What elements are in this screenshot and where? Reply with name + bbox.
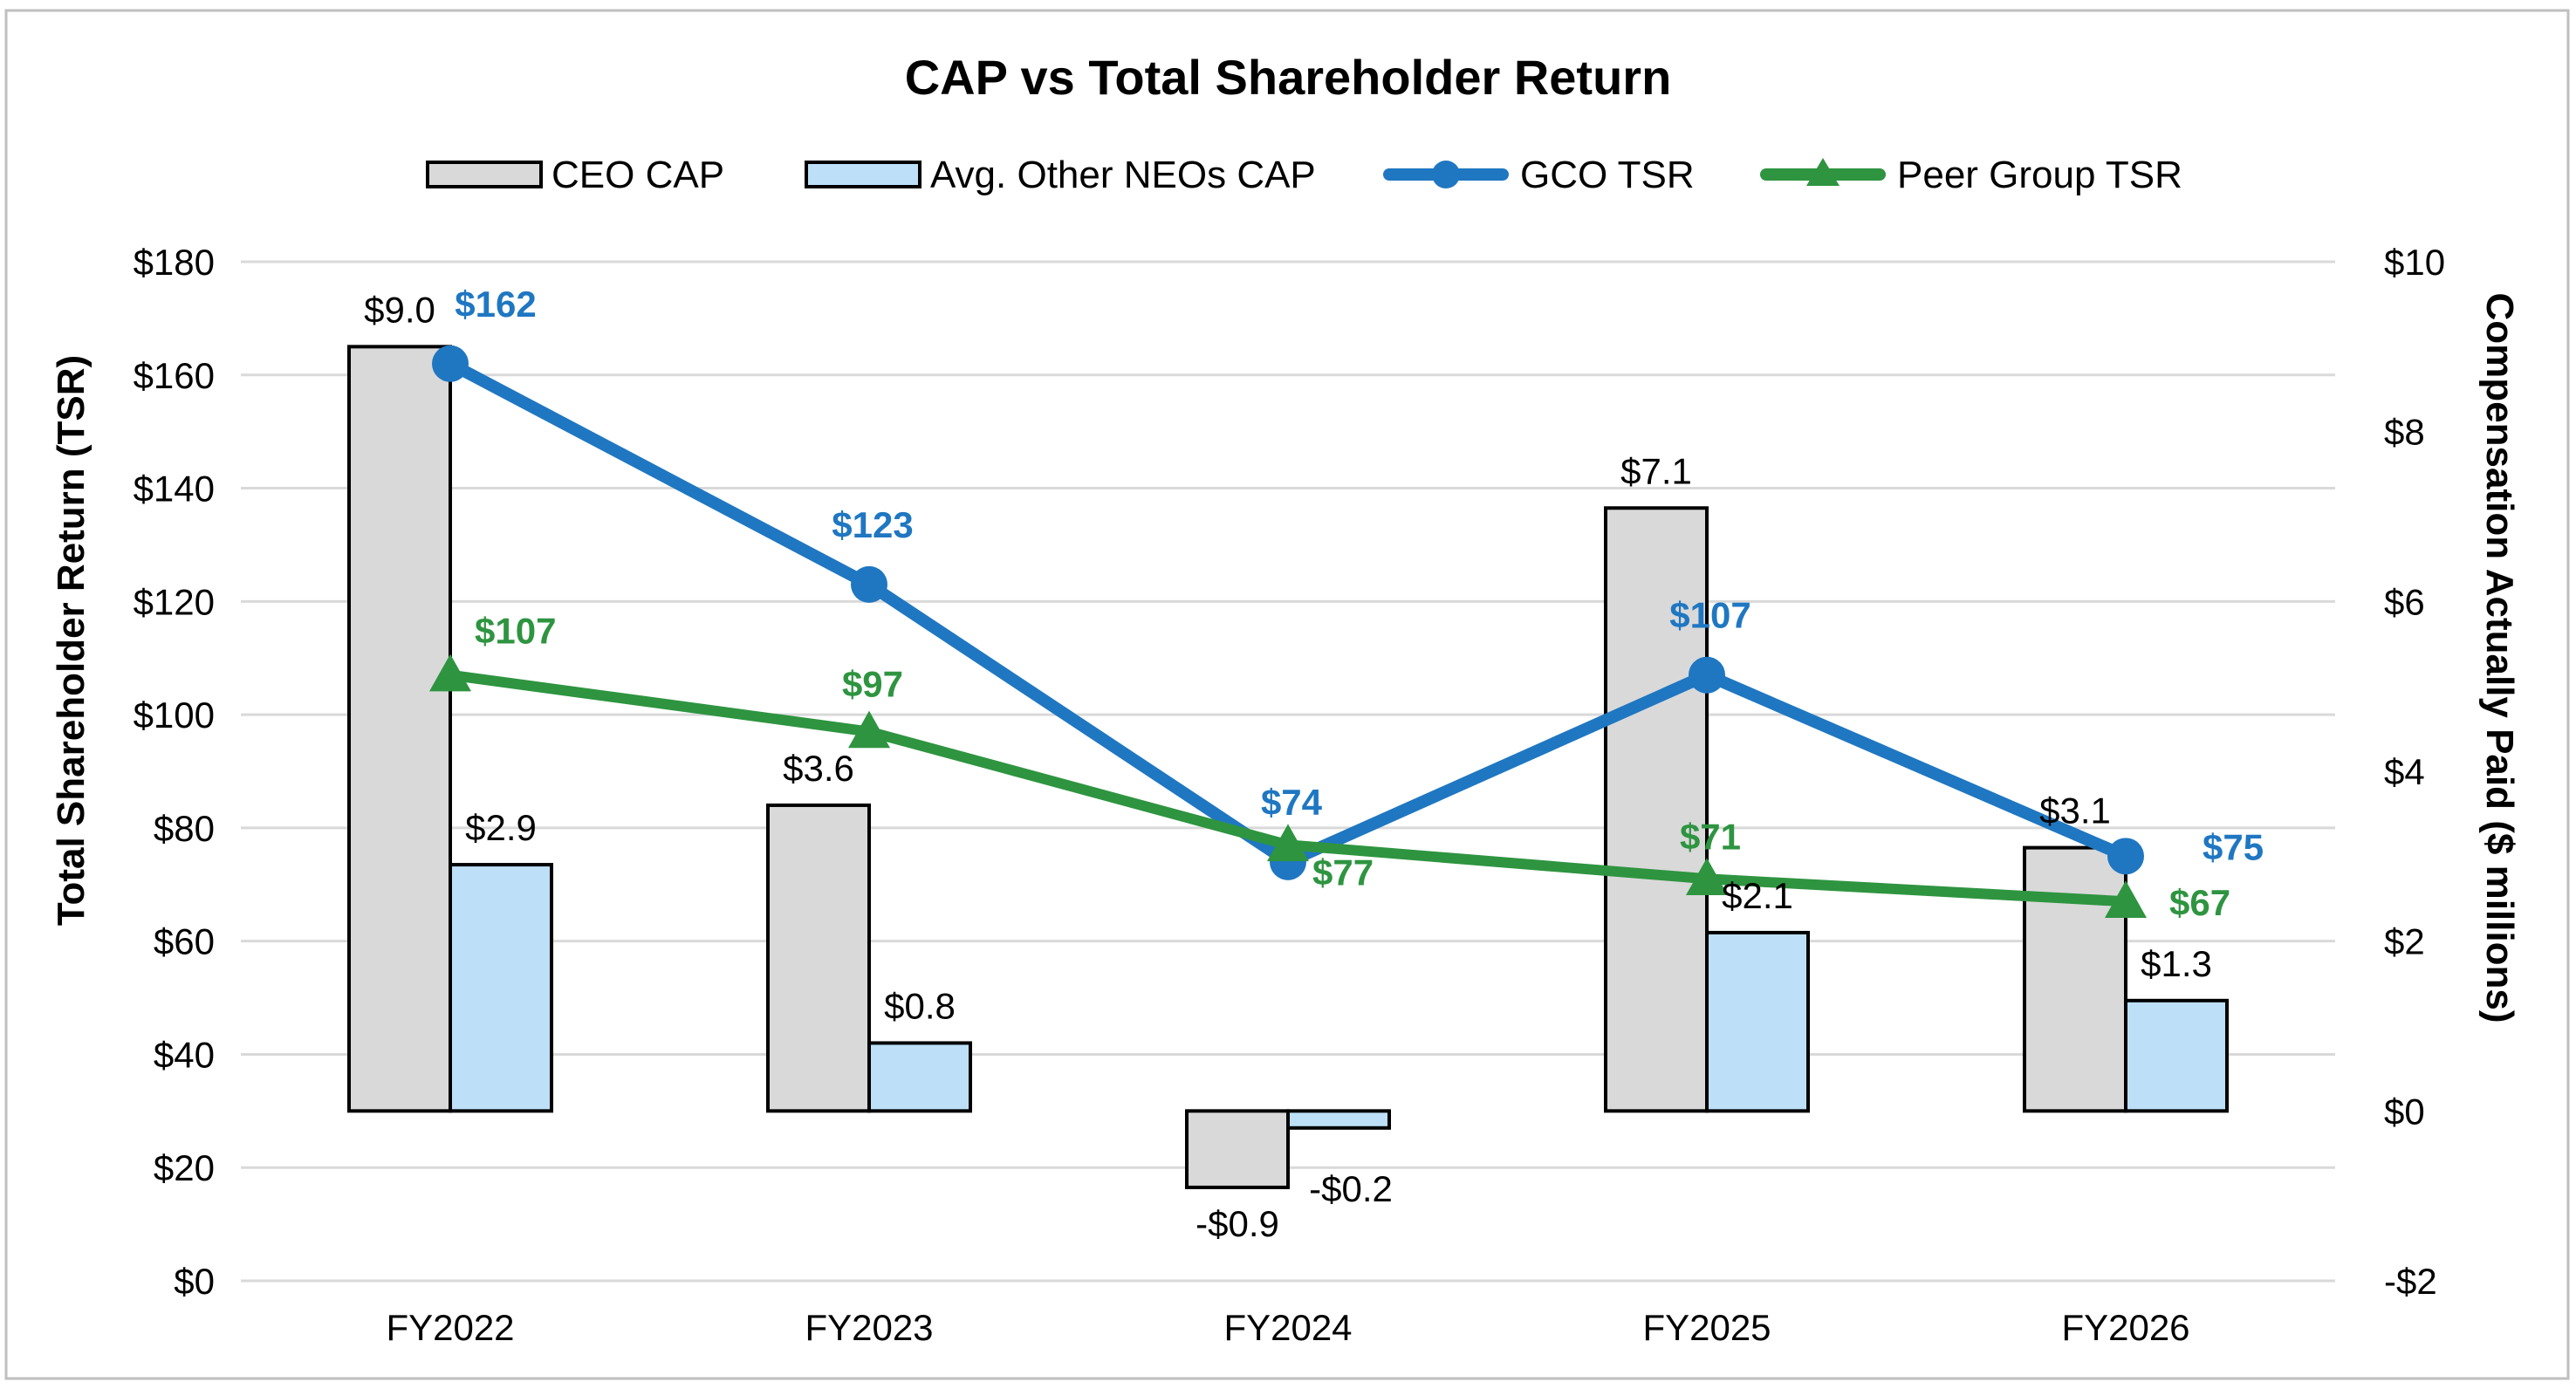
data-label-ceo-cap-fy2025: $7.1	[1620, 450, 1692, 491]
x-tick-label-fy2022: FY2022	[386, 1307, 514, 1348]
legend-peer-group-tsr: Peer Group TSR	[1760, 154, 2182, 196]
bar-avg-other-neos-cap-fy2022	[449, 863, 553, 1113]
legend-ceo-cap-swatch	[426, 161, 543, 188]
data-label-ceo-cap-fy2023: $3.6	[783, 748, 854, 789]
peer-group-tsr-label-fy2025: $71	[1680, 816, 1741, 857]
data-label-avg-other-neos-cap-fy2023: $0.8	[884, 985, 956, 1026]
gco-tsr-point-fy2025	[1689, 656, 1725, 694]
right-tick-label-2: $2	[2384, 921, 2425, 962]
right-tick-label-5: $8	[2384, 412, 2425, 453]
data-label-avg-other-neos-cap-fy2022: $2.9	[465, 807, 537, 848]
left-tick-label-5: $100	[134, 694, 215, 736]
left-tick-label-7: $140	[134, 469, 215, 510]
data-label-avg-other-neos-cap-fy2026: $1.3	[2141, 943, 2212, 984]
gco-tsr-label-fy2024: $74	[1261, 782, 1323, 823]
peer-group-tsr-label-fy2023: $97	[842, 664, 903, 705]
left-axis-title: Total Shareholder Return (TSR)	[50, 355, 92, 926]
bar-avg-other-neos-cap-fy2026	[2124, 998, 2229, 1113]
legend-ceo-cap: CEO CAP	[426, 154, 724, 196]
legend-peer-group-tsr-marker	[1806, 158, 1840, 186]
legend-ceo-cap-label: CEO CAP	[552, 154, 724, 196]
x-axis: FY2022 FY2023 FY2024 FY2025 FY2026	[386, 1307, 2189, 1348]
legend: CEO CAP Avg. Other NEOs CAP GCO TSR Peer Gr…	[426, 154, 2182, 196]
left-tick-label-8: $160	[134, 355, 215, 396]
x-tick-label-fy2023: FY2023	[805, 1307, 933, 1348]
left-tick-label-4: $80	[154, 808, 215, 849]
data-label-avg-other-neos-cap-fy2024: -$0.2	[1309, 1168, 1393, 1209]
gco-tsr-label-fy2026: $75	[2203, 826, 2264, 867]
data-label-ceo-cap-fy2022: $9.0	[364, 289, 435, 330]
right-tick-label-0: -$2	[2384, 1261, 2437, 1302]
peer-group-tsr-point-fy2026	[2105, 880, 2147, 918]
bar-ceo-cap-fy2025	[1604, 506, 1709, 1113]
bar-ceo-cap-fy2026	[2023, 845, 2127, 1113]
left-tick-label-9: $180	[134, 242, 215, 283]
right-axis-title: Compensation Actually Paid ($ millions)	[2478, 293, 2521, 1023]
peer-group-tsr-point-fy2024	[1267, 824, 1309, 862]
data-label-avg-other-neos-cap-fy2025: $2.1	[1722, 875, 1793, 916]
legend-avg-other-neos-cap-label: Avg. Other NEOs CAP	[930, 154, 1316, 196]
right-tick-label-3: $4	[2384, 751, 2425, 792]
left-tick-label-1: $20	[154, 1147, 215, 1188]
left-tick-label-0: $0	[174, 1261, 215, 1302]
bar-ceo-cap-fy2022	[347, 345, 452, 1113]
right-tick-label-1: $0	[2384, 1091, 2425, 1132]
peer-group-tsr-label-fy2026: $67	[2169, 882, 2230, 923]
chart-title: CAP vs Total Shareholder Return	[905, 50, 1672, 105]
legend-avg-other-neos-cap-swatch	[805, 161, 921, 188]
legend-gco-tsr-label: GCO TSR	[1520, 154, 1695, 196]
bar-ceo-cap-fy2024	[1185, 1109, 1290, 1189]
x-tick-label-fy2024: FY2024	[1223, 1307, 1352, 1348]
data-label-ceo-cap-fy2024: -$0.9	[1196, 1203, 1279, 1244]
peer-group-tsr-point-fy2023	[848, 710, 890, 749]
right-tick-label-6: $10	[2384, 242, 2445, 283]
left-axis: $0 $20 $40 $60 $80 $100 $120 $140 $160 $180	[134, 242, 215, 1302]
x-tick-label-fy2025: FY2025	[1642, 1307, 1771, 1348]
peer-group-tsr-label-fy2024: $77	[1312, 852, 1374, 893]
data-label-ceo-cap-fy2026: $3.1	[2039, 790, 2111, 831]
gco-tsr-point-fy2022	[432, 345, 469, 382]
bar-avg-other-neos-cap-fy2023	[867, 1041, 972, 1113]
gco-tsr-point-fy2023	[851, 565, 887, 603]
bar-ceo-cap-fy2023	[766, 803, 871, 1113]
peer-group-tsr-point-fy2025	[1686, 858, 1728, 896]
bar-avg-other-neos-cap-fy2024	[1286, 1109, 1391, 1130]
bar-avg-other-neos-cap-fy2025	[1705, 930, 1810, 1113]
gco-tsr-label-fy2025: $107	[1669, 595, 1750, 636]
data-labels: $9.0 $2.9 $3.6 $0.8 -$0.9 -$0.2 $7.1 $2.1 $3.1 $1…	[364, 284, 2264, 1244]
x-tick-label-fy2026: FY2026	[2061, 1307, 2189, 1348]
peer-group-tsr-point-fy2022	[429, 653, 471, 692]
legend-avg-other-neos-cap: Avg. Other NEOs CAP	[805, 154, 1316, 196]
grid-lines	[241, 260, 2335, 1283]
legend-peer-group-tsr-label: Peer Group TSR	[1897, 154, 2182, 196]
gco-tsr-label-fy2023: $123	[832, 504, 913, 545]
left-tick-label-3: $60	[154, 921, 215, 962]
right-axis: -$2 $0 $2 $4 $6 $8 $10	[2384, 242, 2445, 1302]
left-tick-label-6: $120	[134, 581, 215, 622]
legend-gco-tsr: GCO TSR	[1383, 154, 1695, 196]
gco-tsr-point-fy2026	[2107, 838, 2144, 875]
peer-group-tsr-label-fy2022: $107	[475, 611, 556, 652]
lines	[429, 345, 2147, 918]
right-tick-label-4: $6	[2384, 581, 2425, 622]
gco-tsr-label-fy2022: $162	[455, 284, 536, 325]
left-tick-label-2: $40	[154, 1034, 215, 1075]
bars	[347, 345, 2229, 1189]
legend-gco-tsr-marker	[1432, 161, 1460, 188]
